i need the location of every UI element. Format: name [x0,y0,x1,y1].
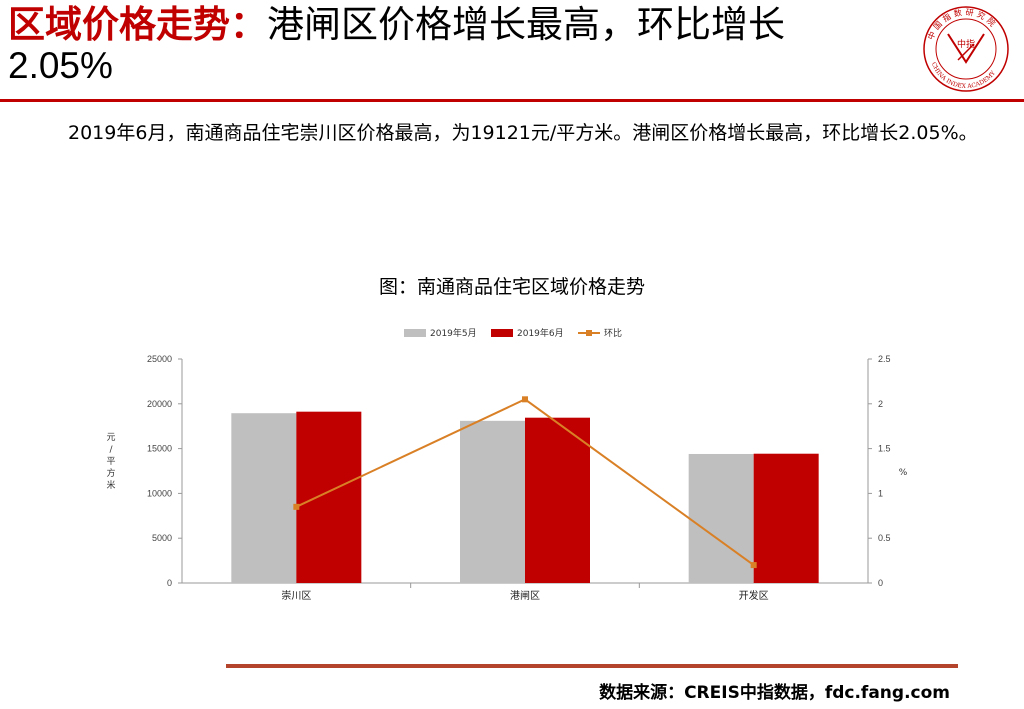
bar-june-0 [296,411,362,583]
x-category-label: 崇川区 [281,590,311,602]
y-left-tick-label: 20000 [147,399,172,409]
legend-marker-2 [586,330,592,336]
y-left-tick-label: 10000 [147,488,172,498]
legend-label-0: 2019年5月 [430,327,477,339]
header-divider [0,99,1024,102]
y-right-tick-label: 1.5 [878,444,891,454]
summary-paragraph: 2019年6月，南通商品住宅崇川区价格最高，为19121元/平方米。港闸区价格增… [68,122,978,144]
legend-swatch-1 [491,329,513,337]
y-right-tick-label: 2 [878,399,883,409]
logo-center-text: 中指 [957,38,975,50]
footer-divider [226,664,958,668]
x-category-label: 开发区 [739,589,769,602]
y-left-axis-label: 方 [106,467,115,479]
y-left-tick-label: 5000 [152,533,172,543]
y-right-tick-label: 2.5 [878,354,891,364]
mom-change-point-1 [522,396,528,403]
y-right-tick-label: 0 [878,578,883,588]
data-source: 数据来源：CREIS中指数据，fdc.fang.com [599,683,950,703]
y-right-tick-label: 1 [878,488,883,498]
china-index-academy-logo: 中指 中国指数研究院 CHINA INDEX ACADEMY [918,4,1014,94]
y-left-tick-label: 25000 [147,354,172,364]
mom-change-point-0 [293,503,300,510]
legend-label-1: 2019年6月 [517,327,564,339]
bar-june-1 [525,417,590,583]
y-left-axis-label: 平 [106,456,115,467]
legend-label-2: 环比 [604,327,622,339]
y-left-axis-label: / [109,445,113,455]
legend-swatch-0 [404,329,426,337]
y-right-axis-label: % [899,468,908,478]
page-title: 区域价格走势：港闸区价格增长最高，环比增长 [8,4,908,46]
y-right-tick-label: 0.5 [878,533,891,543]
bar-may-1 [460,420,525,583]
y-left-tick-label: 0 [167,578,172,588]
mom-change-point-2 [750,562,757,569]
y-left-axis-label: 元 [106,433,115,443]
bar-may-2 [688,453,754,583]
bar-june-2 [753,453,819,583]
x-category-label: 港闸区 [510,589,540,602]
page-header: 区域价格走势：港闸区价格增长最高，环比增长 2.05% [8,4,908,86]
title-headline: 港闸区价格增长最高，环比增长 [267,3,785,46]
title-headline-value: 2.05% [8,45,113,86]
y-left-tick-label: 15000 [147,444,172,454]
title-separator: ： [230,3,267,46]
chart-title: 图：南通商品住宅区域价格走势 [378,276,645,298]
y-left-axis-label: 米 [106,479,115,491]
bar-may-0 [231,413,297,583]
title-topic: 区域价格走势 [8,3,230,46]
